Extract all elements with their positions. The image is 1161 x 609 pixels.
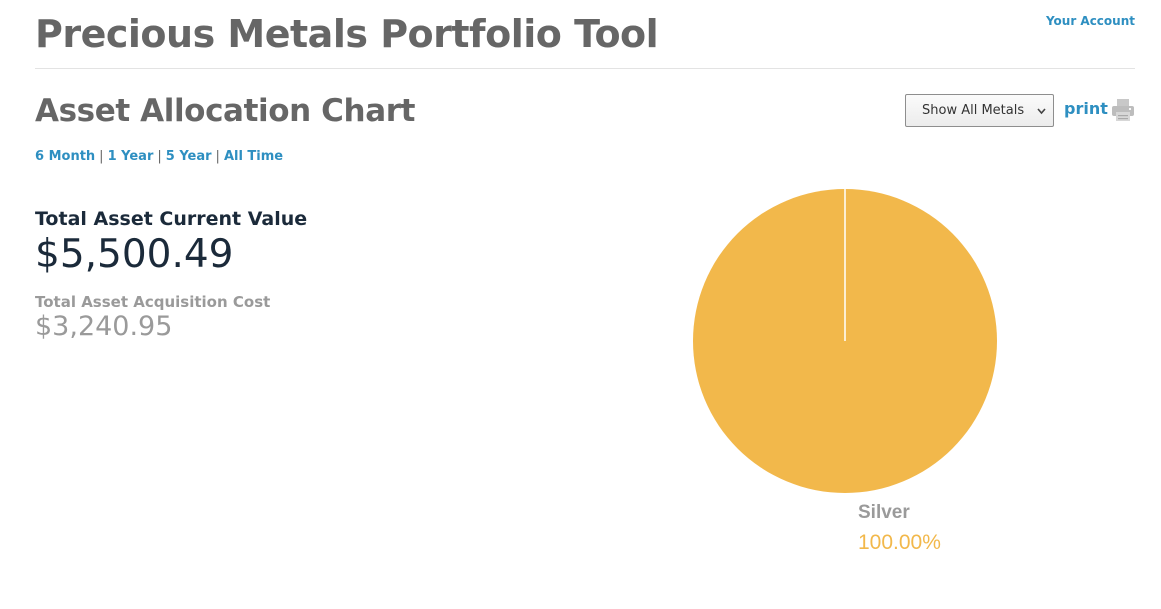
metal-filter-selected-value: Show All Metals — [922, 103, 1025, 118]
allocation-pie-chart — [693, 189, 997, 493]
current-value-label: Total Asset Current Value — [35, 208, 308, 230]
section-title: Asset Allocation Chart — [35, 93, 416, 129]
time-range-links: 6 Month | 1 Year | 5 Year | All Time — [35, 149, 283, 164]
pie-label-percent: 100.00% — [858, 531, 941, 554]
range-1-year-link[interactable]: 1 Year — [107, 149, 154, 164]
range-separator: | — [157, 149, 162, 164]
range-all-time-link[interactable]: All Time — [223, 149, 284, 164]
acquisition-cost-label: Total Asset Acquisition Cost — [35, 293, 271, 311]
range-5-year-link[interactable]: 5 Year — [165, 149, 212, 164]
print-link[interactable]: print — [1064, 99, 1108, 118]
app-title: Precious Metals Portfolio Tool — [35, 12, 659, 56]
chevron-down-icon — [1036, 96, 1047, 139]
header-divider — [35, 68, 1135, 69]
current-value-amount: $5,500.49 — [35, 232, 234, 277]
range-6-month-link[interactable]: 6 Month — [35, 149, 96, 164]
range-separator: | — [99, 149, 104, 164]
printer-icon[interactable] — [1111, 98, 1135, 126]
pie-label-name: Silver — [858, 502, 910, 523]
range-separator: | — [215, 149, 220, 164]
acquisition-cost-amount: $3,240.95 — [35, 311, 173, 342]
your-account-link[interactable]: Your Account — [1045, 14, 1135, 28]
metal-filter-select[interactable]: Show All Metals — [905, 94, 1054, 127]
